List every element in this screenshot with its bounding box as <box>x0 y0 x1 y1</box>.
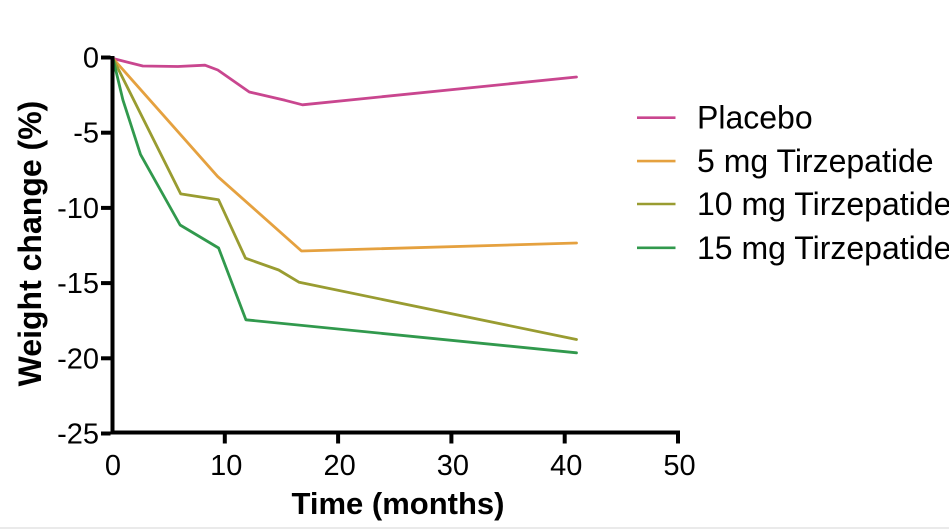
svg-text:Weight change (%): Weight change (%) <box>12 101 48 387</box>
svg-text:-25: -25 <box>57 419 99 451</box>
svg-text:10 mg Tirzepatide: 10 mg Tirzepatide <box>697 186 949 222</box>
svg-text:0: 0 <box>83 43 99 75</box>
svg-text:5 mg Tirzepatide: 5 mg Tirzepatide <box>697 143 934 179</box>
svg-text:30: 30 <box>437 450 469 482</box>
svg-text:50: 50 <box>663 450 695 482</box>
svg-text:-15: -15 <box>57 268 99 300</box>
svg-text:Placebo: Placebo <box>697 100 813 136</box>
svg-text:15 mg Tirzepatide: 15 mg Tirzepatide <box>697 230 949 266</box>
svg-text:-20: -20 <box>57 343 99 375</box>
svg-text:0: 0 <box>105 450 121 482</box>
svg-text:40: 40 <box>550 450 582 482</box>
svg-text:-10: -10 <box>57 193 99 225</box>
svg-text:Time (months): Time (months) <box>292 486 505 521</box>
svg-text:-5: -5 <box>73 118 99 150</box>
svg-text:20: 20 <box>323 450 355 482</box>
svg-text:10: 10 <box>210 450 242 482</box>
